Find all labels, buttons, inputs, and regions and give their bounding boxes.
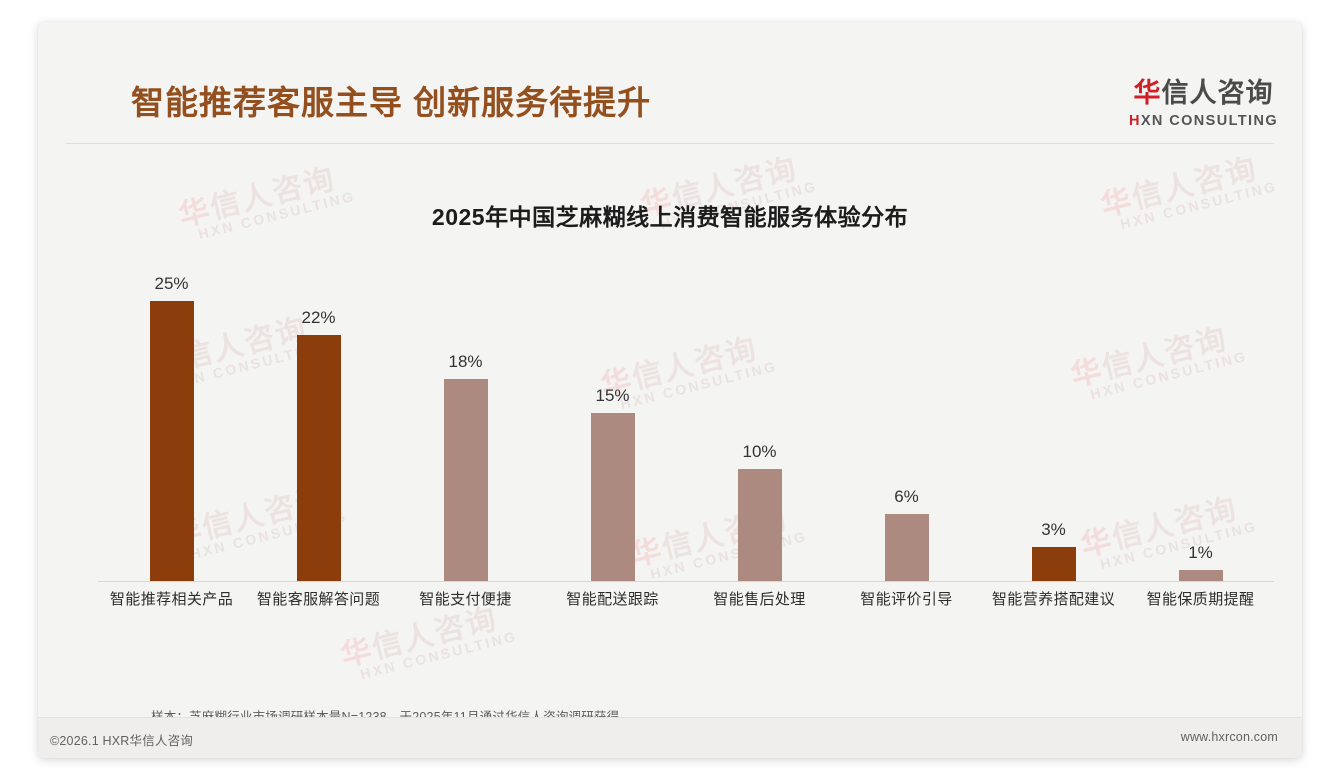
x-axis-label: 智能配送跟踪 bbox=[566, 591, 659, 608]
brand-logo-en-accent: H bbox=[1128, 113, 1141, 129]
x-axis-labels: 智能推荐相关产品 智能客服解答问题 智能支付便捷 智能配送跟踪 智能售后处理 智能评价引导… bbox=[98, 588, 1274, 609]
bar-value-label: 18% bbox=[448, 352, 483, 372]
watermark-cn-text: 华信人咨询 bbox=[338, 600, 516, 673]
x-axis-label: 智能营养搭配建议 bbox=[991, 591, 1116, 608]
x-axis-label: 智能售后处理 bbox=[713, 591, 806, 608]
x-axis-label: 智能保质期提醒 bbox=[1146, 591, 1255, 608]
x-axis-label: 智能客服解答问题 bbox=[256, 591, 381, 608]
brand-logo-cn-accent: 华 bbox=[1133, 78, 1162, 108]
brand-logo-cn: 华信人咨询 bbox=[1129, 80, 1278, 107]
footer-website[interactable]: www.hxrcon.com bbox=[1180, 730, 1278, 744]
bar-value-label: 10% bbox=[742, 442, 777, 461]
brand-logo-en-rest: XN CONSULTING bbox=[1140, 113, 1278, 129]
bar-value-label: 25% bbox=[154, 274, 189, 293]
bar-rectangle[interactable] bbox=[296, 334, 341, 581]
watermark-cn-rest: 信人咨询 bbox=[368, 602, 501, 666]
bar-rectangle[interactable] bbox=[884, 513, 929, 581]
bar-item[interactable]: 18% bbox=[392, 272, 539, 581]
bar-item[interactable]: 1% bbox=[1127, 272, 1274, 581]
bar-value-label: 6% bbox=[894, 486, 919, 506]
bar-value-label: 3% bbox=[1041, 520, 1066, 540]
footer-copyright: ©2026.1 HXR华信人咨询 bbox=[50, 734, 194, 748]
bar-value-label: 1% bbox=[1188, 542, 1213, 562]
bar-chart-plot-area: 25% 22% 18% 15% 10% 6% 3% 1% bbox=[98, 272, 1274, 582]
bar-rectangle[interactable] bbox=[443, 379, 488, 581]
bar-item[interactable]: 6% bbox=[833, 272, 980, 581]
x-axis-line bbox=[98, 581, 1274, 582]
bar-item[interactable]: 25% bbox=[98, 272, 245, 581]
brand-logo-en: HXN CONSULTING bbox=[1129, 114, 1278, 129]
watermark-tile: 华信人咨询 HXN CONSULTING bbox=[338, 600, 519, 686]
page-title: 智能推荐客服主导 创新服务待提升 bbox=[131, 84, 652, 121]
bar-rectangle[interactable] bbox=[149, 301, 194, 581]
bar-rectangle[interactable] bbox=[737, 469, 782, 581]
bar-value-label: 15% bbox=[595, 386, 630, 405]
bar-item[interactable]: 10% bbox=[686, 272, 833, 581]
x-axis-label: 智能支付便捷 bbox=[419, 591, 512, 608]
slide-header: 智能推荐客服主导 创新服务待提升 华信人咨询 HXN CONSULTING bbox=[38, 22, 1302, 144]
watermark-cn-accent: 华 bbox=[337, 633, 377, 674]
bar-rectangle[interactable] bbox=[590, 413, 635, 581]
bar-rectangle[interactable] bbox=[1178, 569, 1223, 581]
slide-footer: ©2026.1 HXR华信人咨询 www.hxrcon.com bbox=[38, 717, 1302, 758]
bar-item[interactable]: 22% bbox=[245, 272, 392, 581]
slide-card: 华信人咨询 HXN CONSULTING 华信人咨询 HXN CONSULTIN… bbox=[38, 22, 1302, 758]
bar-item[interactable]: 15% bbox=[539, 272, 686, 581]
brand-logo-cn-rest: 信人咨询 bbox=[1161, 78, 1274, 108]
bar-rectangle[interactable] bbox=[1031, 547, 1076, 581]
bar-value-label: 22% bbox=[301, 307, 336, 327]
x-axis-label: 智能推荐相关产品 bbox=[109, 591, 234, 608]
chart-title: 2025年中国芝麻糊线上消费智能服务体验分布 bbox=[431, 204, 909, 230]
watermark-en-text: HXN CONSULTING bbox=[358, 627, 519, 682]
brand-logo: 华信人咨询 HXN CONSULTING bbox=[1129, 80, 1278, 129]
bar-item[interactable]: 3% bbox=[980, 272, 1127, 581]
x-axis-label: 智能评价引导 bbox=[860, 591, 953, 608]
header-divider bbox=[66, 143, 1274, 144]
bar-series: 25% 22% 18% 15% 10% 6% 3% 1% bbox=[98, 272, 1274, 581]
